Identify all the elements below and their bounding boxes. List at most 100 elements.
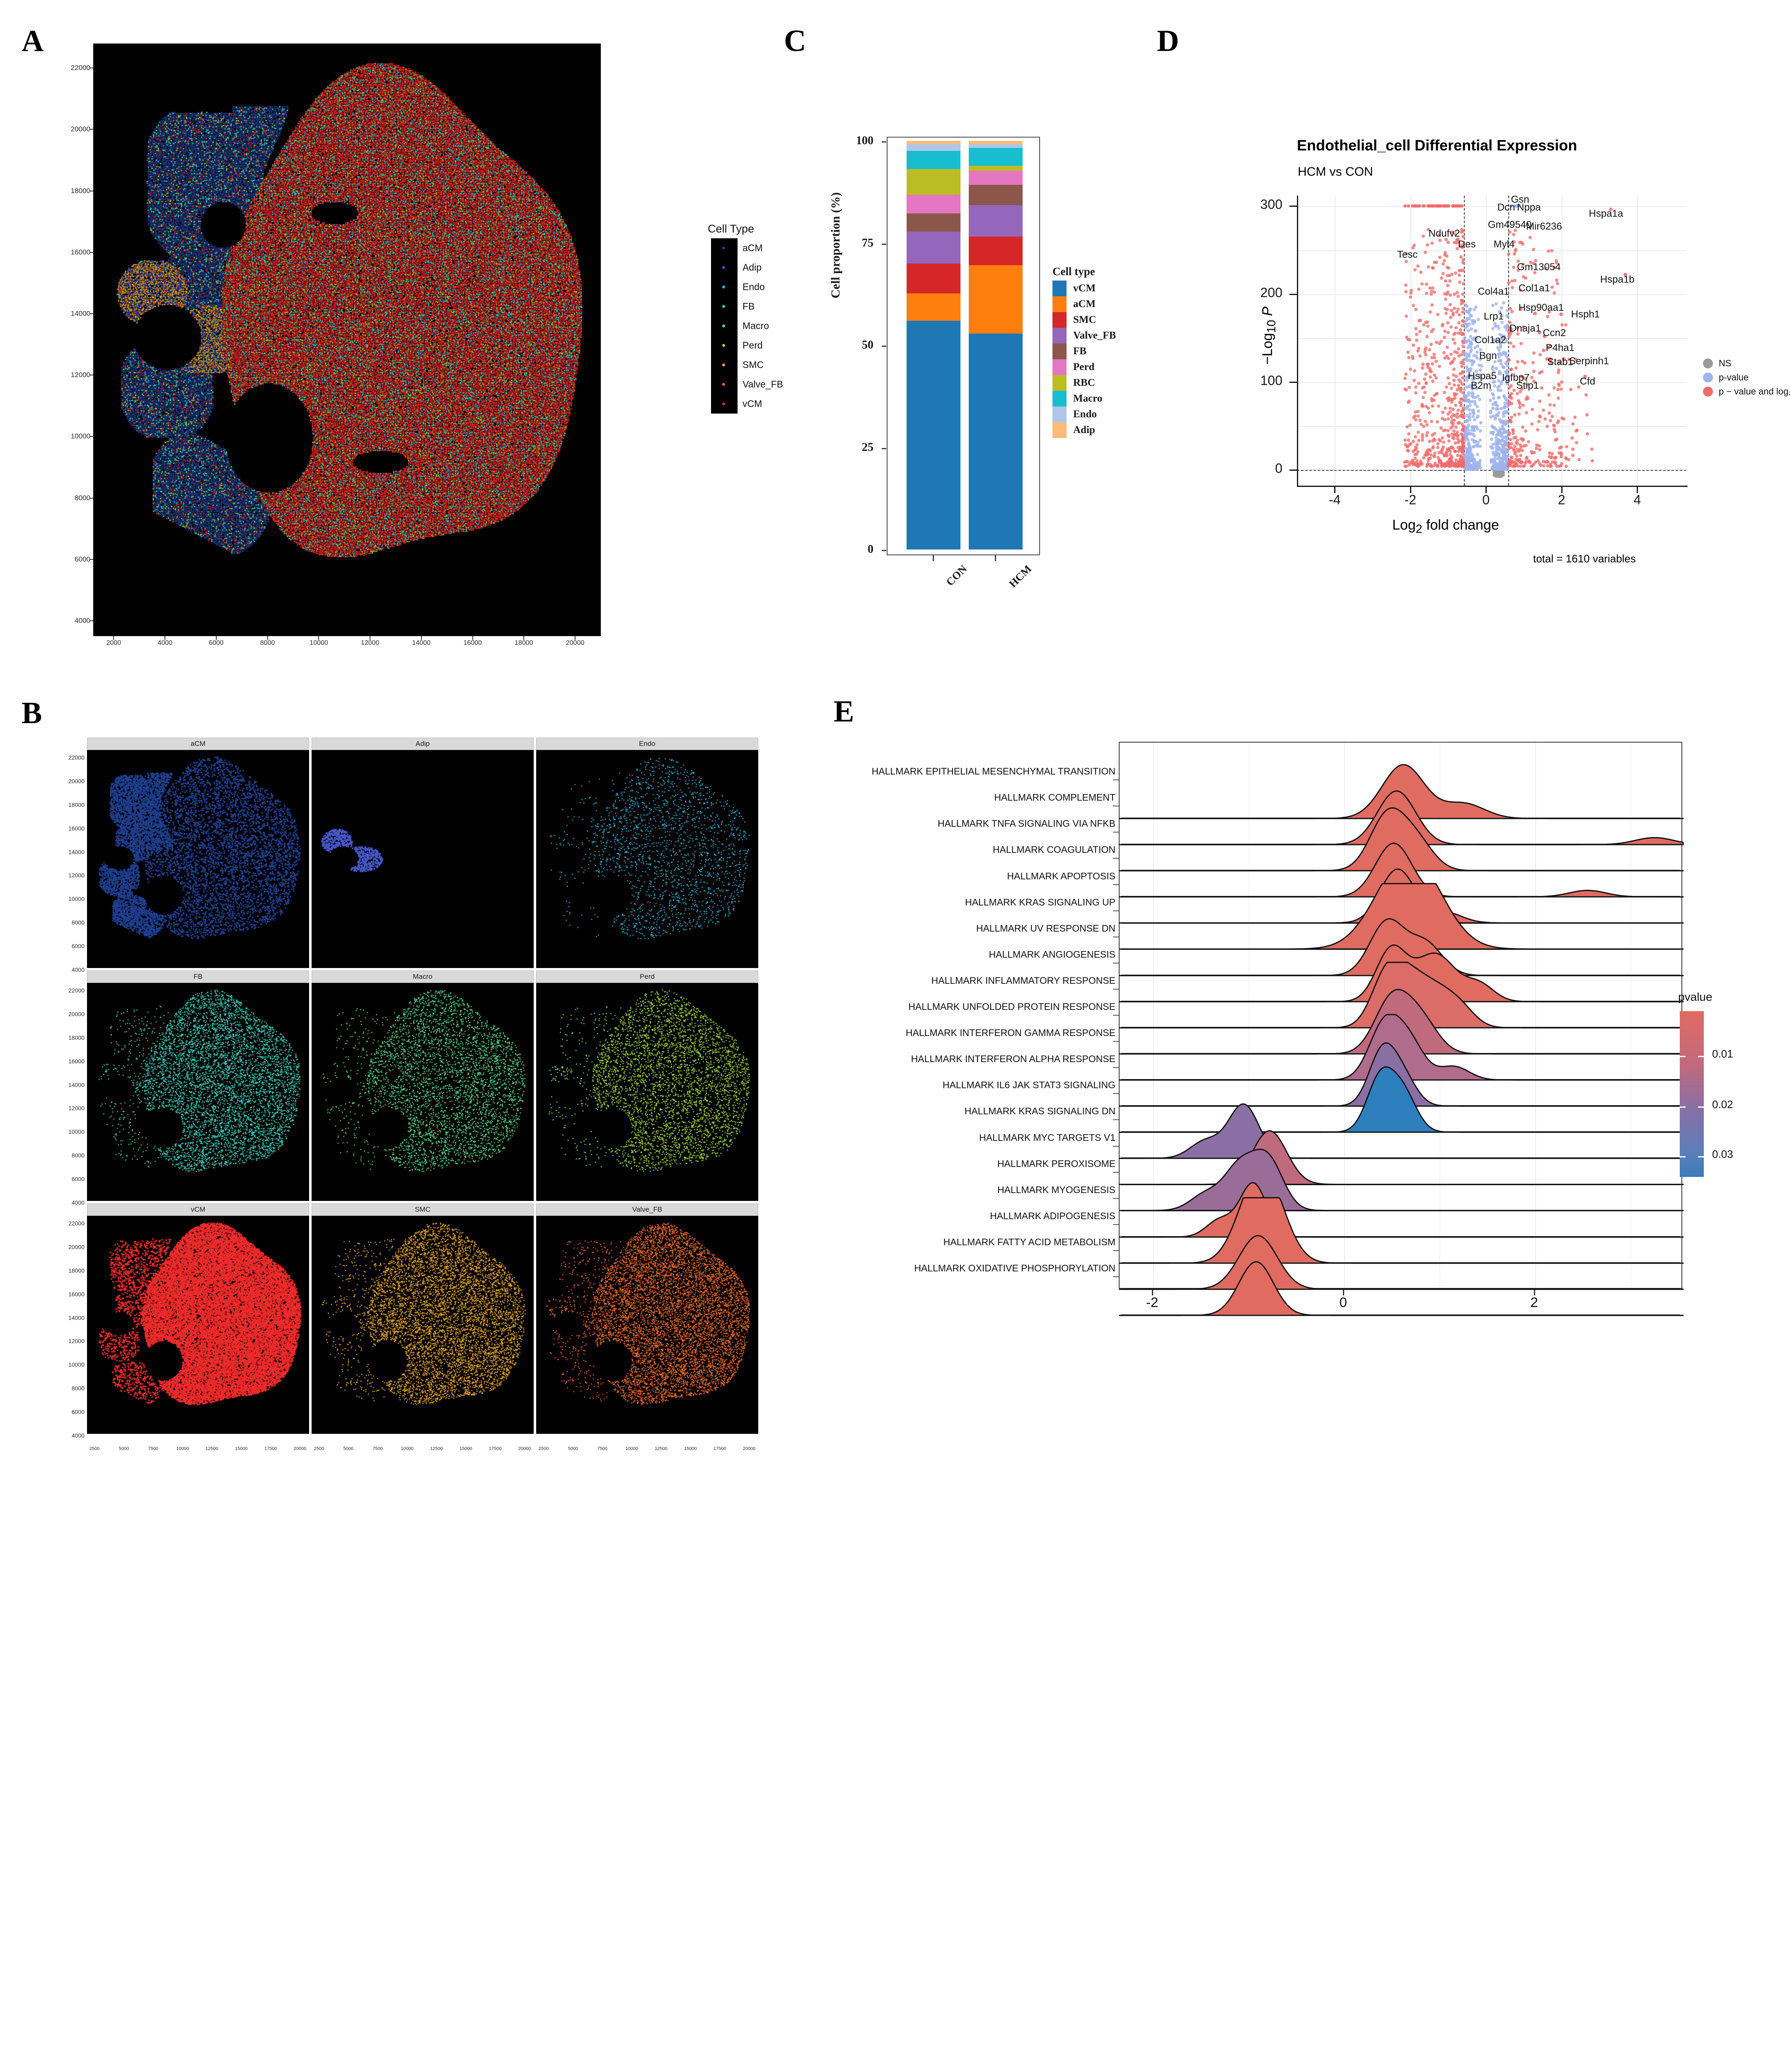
panel-d-data-point <box>1500 420 1504 424</box>
panel-d-data-point <box>1407 438 1410 442</box>
panel-d-data-point <box>1460 302 1463 306</box>
panel-c-bar-segment <box>907 141 960 144</box>
panel-a-legend-key[interactable] <box>711 277 738 297</box>
panel-d-legend-row[interactable]: NS <box>1703 356 1790 370</box>
panel-d-data-point <box>1425 450 1428 454</box>
panel-a-legend-title: Cell Type <box>708 223 755 235</box>
panel-d-data-point <box>1461 292 1465 296</box>
panel-d-data-point <box>1409 295 1413 299</box>
panel-d-data-point <box>1476 356 1479 360</box>
panel-d-data-point <box>1559 453 1563 456</box>
panel-c-plot-area <box>887 137 1040 555</box>
panel-d-data-point <box>1558 384 1561 387</box>
panel-a-legend-key[interactable] <box>711 238 738 258</box>
panel-e-x-tick: -2 <box>1146 1295 1159 1310</box>
panel-d-data-point <box>1494 366 1498 370</box>
panel-e-ridgeline-plot: E HALLMARK EPITHELIAL MESENCHYMAL TRANSI… <box>834 696 1790 1492</box>
panel-d-data-point <box>1520 359 1524 363</box>
panel-d-legend-row[interactable]: p − value and log₂ FC <box>1703 385 1790 399</box>
panel-a-x-tickmark <box>523 636 525 640</box>
panel-d-data-point <box>1493 474 1497 477</box>
panel-d-data-point <box>1430 242 1434 245</box>
panel-d-data-point <box>1459 269 1463 273</box>
panel-e-pathway-label: HALLMARK OXIDATIVE PHOSPHORYLATION <box>914 1263 1115 1273</box>
panel-d-data-point <box>1448 274 1451 277</box>
panel-c-legend-row[interactable]: Valve_FB <box>1052 328 1116 344</box>
panel-d-gene-label: Mir6236 <box>1526 221 1562 232</box>
panel-d-x-tick: -2 <box>1404 492 1416 507</box>
panel-b-facet-label: Adip <box>312 738 534 750</box>
panel-d-data-point <box>1461 464 1465 468</box>
panel-a-x-tick: 16000 <box>463 639 482 646</box>
panel-d-data-point <box>1447 417 1450 421</box>
panel-e-pathway-label: HALLMARK COMPLEMENT <box>994 792 1115 803</box>
panel-d-data-point <box>1468 416 1471 419</box>
panel-c-legend-row[interactable]: RBC <box>1052 375 1116 391</box>
panel-e-plot-area <box>1119 742 1684 1316</box>
panel-a-legend-key[interactable] <box>711 375 738 394</box>
panel-d-data-point <box>1414 446 1417 449</box>
panel-c-legend-row[interactable]: aCM <box>1052 296 1116 312</box>
panel-d-data-point <box>1502 439 1505 443</box>
panel-b-x-tick: 7500 <box>373 1446 383 1451</box>
panel-d-data-point <box>1529 460 1532 464</box>
panel-e-gridline <box>1344 743 1345 1288</box>
panel-a-x-tick: 14000 <box>412 639 431 646</box>
panel-d-data-point <box>1460 246 1464 249</box>
panel-b-y-tick: 16000 <box>68 1058 85 1065</box>
panel-b-facet-canvas <box>536 750 758 968</box>
panel-d-data-point <box>1512 449 1516 453</box>
panel-e-x-tick: 2 <box>1530 1295 1538 1310</box>
panel-c-legend-label: vCM <box>1073 283 1096 294</box>
panel-b-x-tick: 10000 <box>625 1446 638 1451</box>
panel-d-data-point <box>1461 332 1465 336</box>
panel-c-legend-row[interactable]: FB <box>1052 344 1116 359</box>
panel-b-x-tick: 10000 <box>176 1446 189 1451</box>
panel-d-data-point <box>1501 352 1505 356</box>
panel-d-gene-label: Tesc <box>1397 249 1418 261</box>
panel-d-data-point <box>1471 438 1474 441</box>
panel-d-data-point <box>1412 416 1415 420</box>
panel-d-y-tick: 200 <box>1260 285 1282 300</box>
panel-d-data-point <box>1454 458 1458 462</box>
panel-d-data-point <box>1534 447 1538 450</box>
panel-a-legend-key[interactable] <box>711 355 738 375</box>
panel-c-legend-row[interactable]: Endo <box>1052 407 1116 422</box>
panel-d-data-point <box>1517 464 1520 468</box>
panel-a-legend-key[interactable] <box>711 336 738 355</box>
panel-d-data-point <box>1449 316 1453 320</box>
panel-c-legend-row[interactable]: SMC <box>1052 312 1116 328</box>
panel-d-data-point <box>1461 440 1464 444</box>
panel-a-y-tick: 6000 <box>75 555 90 563</box>
panel-d-data-point <box>1491 467 1495 471</box>
panel-c-legend-row[interactable]: Adip <box>1052 422 1116 438</box>
panel-d-data-point <box>1478 461 1481 465</box>
panel-a-legend-key[interactable] <box>711 394 738 414</box>
panel-a-legend-key[interactable] <box>711 258 738 277</box>
panel-d-data-point <box>1478 374 1482 378</box>
panel-d-data-point <box>1418 418 1422 422</box>
panel-d-data-point <box>1467 424 1471 427</box>
panel-d-data-point <box>1419 459 1423 463</box>
panel-c-legend-row[interactable]: Perd <box>1052 359 1116 375</box>
panel-d-data-point <box>1416 414 1420 418</box>
panel-d-data-point <box>1478 459 1482 462</box>
panel-d-data-point <box>1575 441 1578 444</box>
panel-d-data-point <box>1407 432 1411 436</box>
panel-d-data-point <box>1557 361 1561 365</box>
panel-d-legend-row[interactable]: p-value <box>1703 370 1790 385</box>
panel-d-data-point <box>1451 413 1455 416</box>
panel-d-data-point <box>1497 349 1501 352</box>
panel-c-legend-row[interactable]: Macro <box>1052 391 1116 407</box>
panel-d-data-point <box>1471 409 1475 412</box>
panel-d-data-point <box>1472 360 1476 363</box>
panel-a-legend-key[interactable] <box>711 316 738 336</box>
panel-d-data-point <box>1500 321 1504 324</box>
panel-a-legend-key[interactable] <box>711 297 738 316</box>
panel-c-legend-row[interactable]: vCM <box>1052 281 1116 296</box>
panel-d-data-point <box>1459 244 1462 248</box>
panel-d-data-point <box>1505 441 1509 444</box>
panel-b-x-tick: 12500 <box>430 1446 443 1451</box>
panel-d-data-point <box>1534 460 1537 464</box>
panel-d-data-point <box>1519 390 1522 393</box>
